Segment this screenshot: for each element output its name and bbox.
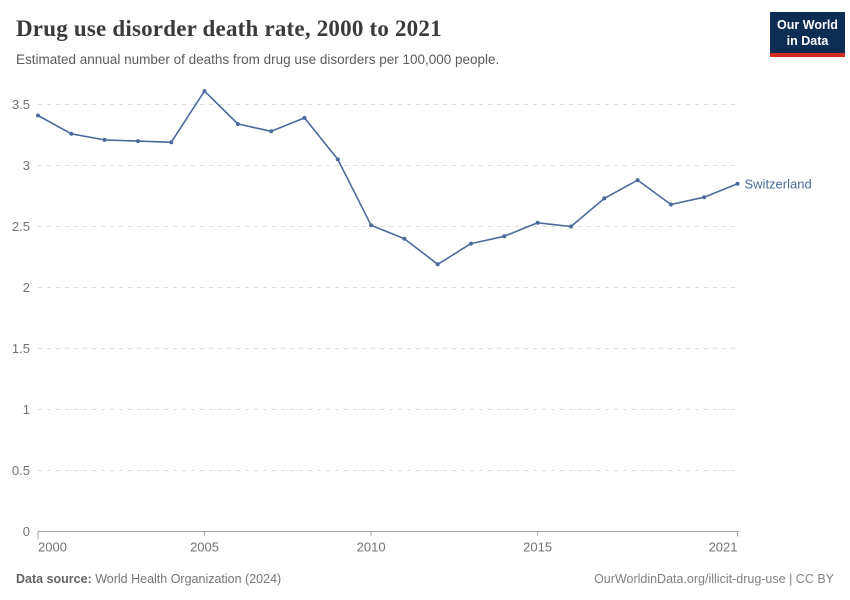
data-source-value: World Health Organization (2024)	[91, 572, 282, 586]
data-point	[702, 195, 707, 200]
owid-logo-line1: Our World	[777, 18, 838, 32]
data-point	[36, 113, 40, 118]
data-point	[235, 122, 240, 126]
data-point	[202, 89, 207, 94]
data-point	[469, 241, 473, 246]
y-tick-label: 1	[23, 402, 30, 417]
y-tick-label: 0.5	[12, 463, 30, 478]
y-tick-label: 2.5	[12, 219, 30, 234]
data-source-label: Data source:	[16, 572, 92, 586]
data-point	[302, 115, 307, 120]
data-point	[102, 137, 107, 142]
owid-logo-line2: in Data	[786, 34, 829, 48]
chart-subtitle: Estimated annual number of deaths from d…	[16, 52, 500, 67]
x-tick-label: 2000	[38, 540, 67, 555]
data-point	[569, 224, 573, 229]
y-tick-label: 0	[23, 524, 30, 539]
y-tick-label: 3.5	[12, 97, 30, 112]
y-tick-label: 3	[23, 158, 30, 173]
data-point	[602, 196, 607, 201]
data-point	[635, 178, 640, 183]
x-tick-label: 2021	[709, 540, 738, 555]
y-tick-label: 1.5	[12, 341, 30, 356]
data-point	[69, 131, 74, 136]
chart-title: Drug use disorder death rate, 2000 to 20…	[16, 16, 442, 41]
x-tick-label: 2015	[523, 540, 552, 555]
series-end-label: Switzerland	[745, 176, 812, 191]
data-point	[535, 220, 540, 225]
owid-url-link[interactable]: OurWorldinData.org/illicit-drug-use	[594, 572, 786, 586]
data-point	[335, 157, 340, 162]
series-line	[37, 90, 739, 266]
data-point	[269, 129, 274, 134]
data-point	[502, 234, 507, 239]
x-tick-label: 2010	[357, 540, 386, 555]
data-source-note: Data source: World Health Organization (…	[16, 572, 281, 586]
owid-logo: Our World in Data	[770, 12, 845, 57]
data-point	[169, 140, 174, 145]
data-point	[735, 181, 740, 186]
x-tick-label: 2005	[190, 540, 219, 555]
data-point	[402, 236, 407, 241]
data-point	[369, 223, 374, 228]
data-point	[668, 202, 673, 207]
data-point	[135, 139, 140, 144]
y-tick-label: 2	[23, 280, 30, 295]
license-label: | CC BY	[785, 572, 834, 586]
footer-attribution: OurWorldinData.org/illicit-drug-use | CC…	[594, 572, 834, 586]
chart-footer: Data source: World Health Organization (…	[16, 572, 834, 586]
data-point	[435, 262, 440, 267]
